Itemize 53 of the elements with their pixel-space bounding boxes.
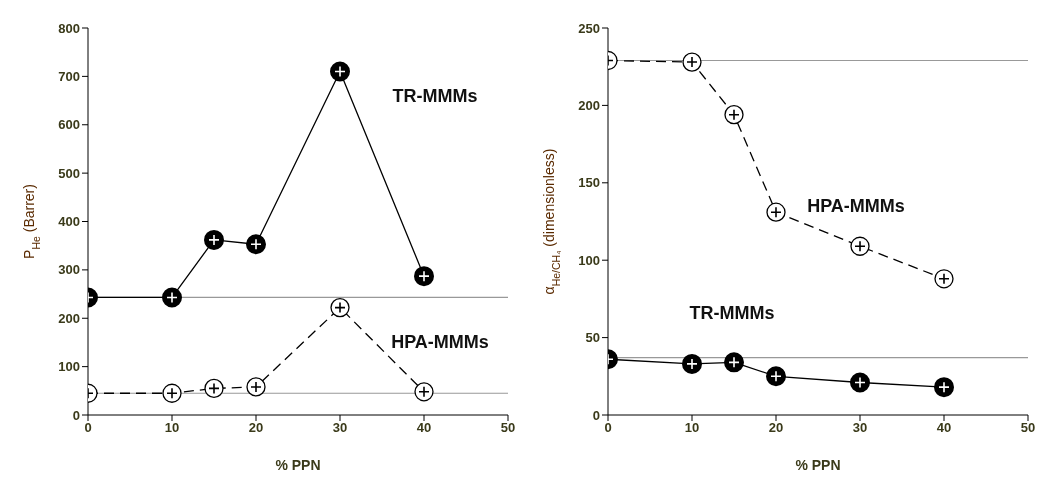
point	[414, 266, 434, 287]
point	[330, 61, 350, 82]
point	[766, 366, 786, 387]
x-tick-label: 50	[500, 420, 516, 436]
y-tick-label: 600	[58, 117, 80, 133]
x-tick-label: 30	[852, 420, 868, 436]
point	[850, 372, 870, 393]
series-label: TR-MMMs	[689, 302, 775, 323]
x-axis-title: % PPN	[275, 457, 321, 473]
y-tick-label: 50	[585, 330, 600, 346]
point	[724, 352, 744, 373]
point	[204, 378, 224, 399]
x-tick-label: 10	[684, 420, 700, 436]
x-tick-label: 40	[936, 420, 952, 436]
point	[246, 234, 266, 255]
series-label: HPA-MMMs	[391, 331, 489, 352]
x-tick-label: 0	[84, 420, 92, 436]
y-tick-label: 500	[58, 165, 80, 181]
x-tick-label: 40	[416, 420, 432, 436]
point	[204, 229, 224, 250]
x-axis-title: % PPN	[795, 457, 841, 473]
point	[724, 105, 744, 125]
point	[934, 269, 954, 289]
point	[934, 377, 954, 398]
y-tick-label: 300	[58, 262, 80, 278]
y-tick-label: 0	[72, 407, 80, 423]
y-tick-label: 700	[58, 68, 80, 84]
point	[414, 382, 434, 402]
point	[682, 52, 702, 72]
point	[766, 202, 786, 222]
point	[162, 287, 182, 308]
point	[682, 353, 702, 374]
series-label: TR-MMMs	[392, 85, 478, 106]
x-tick-label: 0	[604, 420, 612, 436]
point	[246, 377, 266, 397]
point	[162, 383, 182, 403]
y-tick-label: 200	[578, 98, 600, 114]
point	[330, 297, 350, 318]
x-tick-label: 20	[248, 420, 264, 436]
x-tick-label: 20	[768, 420, 784, 436]
y-tick-label: 250	[578, 20, 600, 36]
x-tick-label: 10	[164, 420, 180, 436]
x-tick-label: 30	[332, 420, 348, 436]
y-tick-label: 150	[578, 175, 600, 191]
series-label: HPA-MMMs	[807, 196, 905, 217]
y-tick-label: 400	[58, 214, 80, 230]
point	[850, 236, 870, 256]
x-tick-label: 50	[1020, 420, 1036, 436]
y-tick-label: 100	[578, 252, 600, 268]
y-tick-label: 100	[58, 359, 80, 375]
y-tick-label: 0	[592, 407, 600, 423]
y-tick-label: 800	[58, 20, 80, 36]
y-tick-label: 200	[58, 310, 80, 326]
